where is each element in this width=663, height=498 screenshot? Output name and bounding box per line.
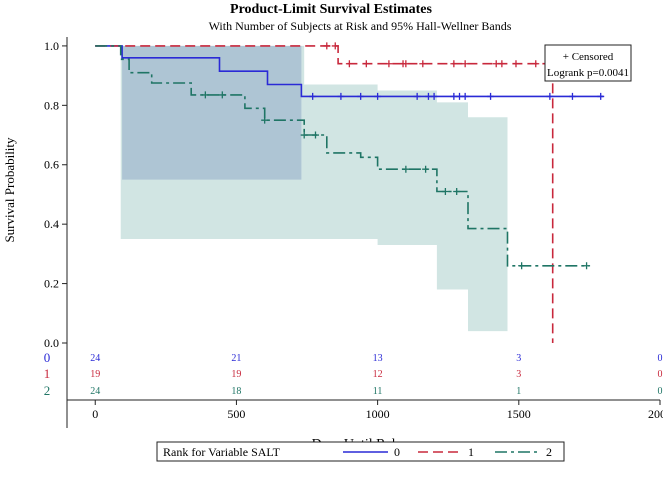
censor-mark-series-1 <box>532 60 540 68</box>
at-risk-count: 13 <box>373 353 383 364</box>
censor-mark-series-1 <box>419 60 427 68</box>
at-risk-count: 18 <box>231 386 241 397</box>
at-risk-count: 0 <box>658 353 663 364</box>
y-tick-label: 0.0 <box>44 336 59 350</box>
x-tick-label: 1000 <box>366 407 390 421</box>
at-risk-count: 21 <box>231 353 241 364</box>
censor-mark-series-0 <box>337 92 345 100</box>
censor-mark-series-0 <box>461 92 469 100</box>
at-risk-group-label: 1 <box>44 366 51 381</box>
y-tick-label: 0.4 <box>44 217 59 231</box>
inset-box: + Censored Logrank p=0.0041 <box>544 44 632 82</box>
y-tick-label: 0.2 <box>44 277 59 291</box>
censor-mark-series-1 <box>498 60 506 68</box>
y-tick-label: 0.8 <box>44 98 59 112</box>
censor-mark-series-0 <box>374 92 382 100</box>
censor-mark-series-1 <box>402 60 410 68</box>
censor-mark-series-1 <box>385 60 393 68</box>
band-series-0 <box>122 45 302 180</box>
censor-mark-series-2 <box>583 262 591 270</box>
at-risk-count: 19 <box>90 369 100 380</box>
censor-mark-series-1 <box>362 60 370 68</box>
censor-mark-series-2 <box>441 187 449 195</box>
y-tick-label: 0.6 <box>44 158 59 172</box>
at-risk-count: 24 <box>90 353 100 364</box>
at-risk-table: 0 24 21 13 3 01 19 19 12 3 02 24 18 11 1 0 <box>44 350 663 398</box>
censor-mark-series-1 <box>323 42 331 50</box>
at-risk-count: 0 <box>658 386 663 397</box>
inset-logrank-label: Logrank p=0.0041 <box>547 67 629 79</box>
x-tick-label: 0 <box>92 407 98 421</box>
at-risk-count: 1 <box>516 386 521 397</box>
at-risk-count: 3 <box>516 369 521 380</box>
censor-mark-series-2 <box>422 165 430 173</box>
at-risk-count: 24 <box>90 386 100 397</box>
censor-mark-series-1 <box>331 42 339 50</box>
censor-mark-series-0 <box>568 92 576 100</box>
at-risk-count: 0 <box>658 369 663 380</box>
legend: Rank for Variable SALT 0 1 2 <box>156 441 565 462</box>
censor-mark-series-2 <box>402 165 410 173</box>
at-risk-count: 19 <box>231 369 241 380</box>
legend-title: Rank for Variable SALT <box>163 445 281 459</box>
legend-entry-1: 1 <box>468 445 474 459</box>
legend-entry-2: 2 <box>546 445 552 459</box>
censor-mark-series-2 <box>201 91 209 99</box>
confidence-bands <box>120 45 508 332</box>
survival-curves <box>95 45 604 343</box>
at-risk-group-label: 0 <box>44 350 51 365</box>
curve-series-1 <box>95 45 554 343</box>
y-axis-label: Survival Probability <box>2 137 17 243</box>
censor-mark-series-2 <box>261 116 269 124</box>
at-risk-count: 3 <box>516 353 521 364</box>
censor-mark-series-0 <box>430 92 438 100</box>
curve-series-2 <box>95 45 590 267</box>
at-risk-count: 11 <box>373 386 383 397</box>
censor-mark-series-0 <box>487 92 495 100</box>
censor-mark-series-2 <box>300 131 308 139</box>
x-tick-label: 1500 <box>507 407 531 421</box>
censor-mark-series-2 <box>311 131 319 139</box>
at-risk-group-label: 2 <box>44 383 51 398</box>
legend-entry-0: 0 <box>394 445 400 459</box>
curve-series-0 <box>95 45 604 98</box>
censor-mark-series-0 <box>413 92 421 100</box>
censor-mark-series-0 <box>309 92 317 100</box>
censored-markers <box>201 42 605 270</box>
x-tick-label: 500 <box>227 407 245 421</box>
band-series-2 <box>120 45 508 332</box>
censor-mark-series-2 <box>518 262 526 270</box>
censor-mark-series-0 <box>546 92 554 100</box>
censor-mark-series-1 <box>512 60 520 68</box>
censor-mark-series-0 <box>357 92 365 100</box>
censor-mark-series-1 <box>345 60 353 68</box>
censor-mark-series-2 <box>218 91 226 99</box>
chart-title: Product-Limit Survival Estimates <box>230 2 433 17</box>
y-tick-label: 1.0 <box>44 39 59 53</box>
censor-mark-series-2 <box>453 187 461 195</box>
censor-mark-series-1 <box>450 60 458 68</box>
inset-censored-label: + Censored <box>563 51 614 63</box>
censor-mark-series-0 <box>597 92 605 100</box>
at-risk-count: 12 <box>373 369 383 380</box>
censor-mark-series-1 <box>461 60 469 68</box>
chart-subtitle: With Number of Subjects at Risk and 95% … <box>209 19 512 33</box>
